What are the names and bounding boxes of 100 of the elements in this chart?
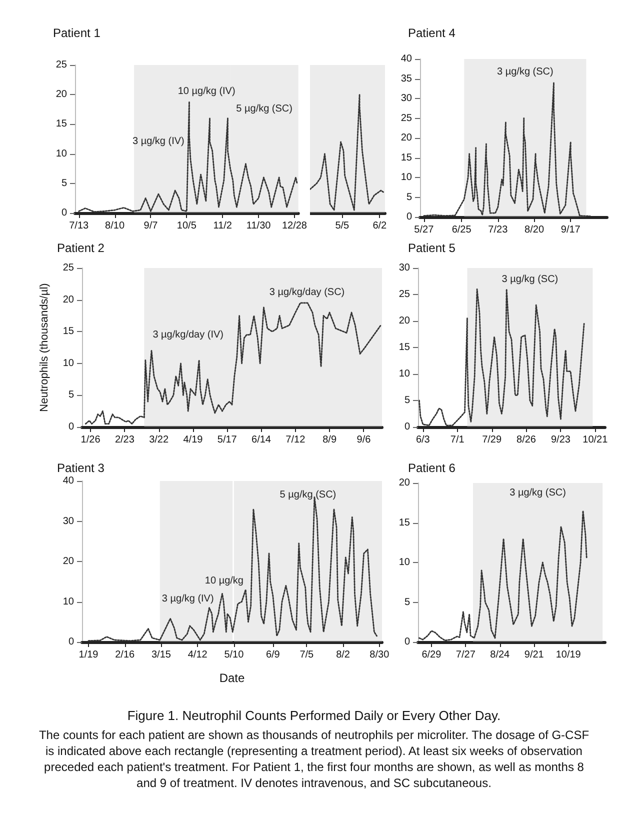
x-axis-title: Date bbox=[219, 671, 245, 685]
y-tick-label: 5 bbox=[61, 178, 68, 189]
line-series bbox=[418, 510, 588, 642]
x-tick-label: 8/20 bbox=[524, 224, 544, 236]
text: The counts for each patient are shown as thousands of neutrophils per microliter. The dosage of G-CSF is indicated above each rectangle (representing a treatment period). At least six weeks of observation preceded each patient's treatment. For Patient 1, the first four months are shown, as well as months 8 and 9 of treatment. IV denotes intravenous, and SC subcutaneous. bbox=[38, 727, 590, 791]
y-tick-label: 30 bbox=[62, 516, 74, 527]
x-tick-label: 9/23 bbox=[550, 434, 571, 446]
x-tick-label: 10/21 bbox=[582, 434, 608, 446]
x-tick-label: 4/19 bbox=[183, 434, 204, 446]
y-tick-label: 25 bbox=[398, 289, 410, 300]
band-label: 3 µg/kg/day (IV) bbox=[152, 330, 224, 341]
y-tick-label: 20 bbox=[398, 478, 410, 488]
band-label: 5 µg/kg (SC) bbox=[280, 490, 336, 501]
y-tick-label: 10 bbox=[56, 148, 68, 160]
y-tick-label: 25 bbox=[400, 112, 412, 124]
y-tick-label: 25 bbox=[56, 60, 68, 70]
y-tick-label: 20 bbox=[398, 316, 410, 326]
y-tick-label: 10 bbox=[400, 172, 412, 183]
x-tick-label: 10/19 bbox=[556, 650, 582, 660]
y-tick-label: 20 bbox=[62, 556, 74, 567]
band-label: 3 µg/kg (SC) bbox=[510, 488, 566, 498]
x-tick-label: 3/22 bbox=[149, 434, 169, 446]
x-tick-label: 7/1 bbox=[450, 434, 465, 446]
chart-title: Patient 4 bbox=[408, 26, 456, 40]
y-tick-label: 20 bbox=[56, 89, 68, 100]
chart-title: Patient 5 bbox=[408, 241, 456, 255]
y-tick-label: 30 bbox=[400, 93, 412, 104]
y-tick-label: 35 bbox=[400, 73, 412, 84]
x-tick-label: 3/15 bbox=[151, 650, 172, 660]
x-tick-label: 7/23 bbox=[488, 224, 508, 236]
x-tick-label: 5/17 bbox=[217, 434, 238, 446]
x-tick-label: 7/5 bbox=[300, 650, 314, 660]
chart-title: Patient 1 bbox=[53, 26, 101, 40]
y-tick-label: 25 bbox=[62, 262, 74, 274]
x-tick-label: 8/2 bbox=[336, 650, 350, 660]
y-tick-label: 0 bbox=[68, 636, 74, 648]
x-tick-label: 5/10 bbox=[224, 650, 244, 660]
y-tick-label: 30 bbox=[398, 262, 410, 274]
y-tick-label: 15 bbox=[56, 118, 68, 130]
band-label: 3 µg/kg (IV) bbox=[162, 593, 214, 604]
y-tick-label: 10 bbox=[398, 557, 410, 568]
y-tick-label: 20 bbox=[400, 132, 412, 144]
y-tick-label: 15 bbox=[398, 517, 410, 528]
y-tick-label: 5 bbox=[68, 390, 74, 401]
line-series bbox=[418, 288, 585, 426]
line-series bbox=[423, 82, 591, 217]
band-label: 3 µg/kg/day (SC) bbox=[269, 286, 345, 298]
x-tick-label: 6/9 bbox=[266, 650, 280, 660]
x-tick-label: 11/2 bbox=[213, 220, 232, 232]
x-tick-label: 9/7 bbox=[144, 220, 158, 232]
x-tick-label: 8/26 bbox=[516, 434, 536, 446]
x-tick-label: 8/24 bbox=[490, 650, 510, 660]
y-tick-label: 0 bbox=[68, 422, 74, 432]
x-tick-label: 10/5 bbox=[176, 220, 197, 232]
band-label: 10 µg/kg (IV) bbox=[178, 86, 236, 97]
x-tick-label: 6/25 bbox=[452, 224, 472, 236]
x-tick-label: 8/30 bbox=[370, 650, 390, 660]
x-tick-label: 1/26 bbox=[80, 434, 101, 446]
band-label: 3 µg/kg (IV) bbox=[132, 136, 184, 148]
y-tick-label: 40 bbox=[62, 476, 74, 486]
x-tick-label: 7/27 bbox=[456, 650, 476, 660]
y-axis-title: Neutrophils (thousands/µl) bbox=[38, 283, 50, 412]
x-tick-label: 2/16 bbox=[115, 650, 136, 660]
x-tick-label: 6/2 bbox=[372, 220, 388, 232]
y-tick-label: 0 bbox=[404, 636, 410, 648]
band-label: 10 µg/kg bbox=[204, 576, 244, 587]
x-tick-label: 9/21 bbox=[524, 650, 544, 660]
x-tick-label: 11/30 bbox=[246, 220, 272, 232]
y-tick-label: 5 bbox=[404, 395, 410, 406]
x-tick-label: 6/14 bbox=[252, 434, 272, 446]
y-tick-label: 10 bbox=[62, 596, 74, 608]
y-tick-label: 0 bbox=[406, 212, 412, 222]
y-tick-label: 0 bbox=[404, 422, 410, 432]
band-label: 3 µg/kg (SC) bbox=[502, 274, 558, 286]
x-tick-label: 1/19 bbox=[78, 650, 99, 660]
x-tick-label: 8/10 bbox=[105, 220, 125, 232]
x-tick-label: 9/6 bbox=[356, 434, 372, 446]
x-tick-label: 7/13 bbox=[69, 220, 90, 232]
y-tick-label: 5 bbox=[404, 596, 410, 608]
line-series bbox=[84, 302, 382, 425]
chart-title: Patient 2 bbox=[57, 241, 105, 255]
x-tick-label: 2/23 bbox=[114, 434, 135, 446]
chart-title: Patient 3 bbox=[57, 461, 105, 475]
y-tick-label: 20 bbox=[62, 294, 74, 306]
x-tick-label: 7/12 bbox=[286, 434, 306, 446]
x-tick-label: 9/17 bbox=[560, 224, 581, 236]
band-label: 3 µg/kg (SC) bbox=[497, 66, 554, 78]
x-tick-label: 5/5 bbox=[335, 220, 350, 232]
y-tick-label: 15 bbox=[400, 152, 412, 164]
x-tick-label: 8/9 bbox=[322, 434, 337, 446]
y-tick-label: 0 bbox=[61, 208, 68, 218]
text: Figure 1. Neutrophil Counts Performed Daily or Every Other Day. bbox=[126, 708, 502, 723]
x-tick-label: 4/12 bbox=[188, 650, 208, 660]
line-series bbox=[78, 101, 298, 213]
y-tick-label: 10 bbox=[62, 358, 74, 369]
x-tick-label: 12/28 bbox=[282, 220, 308, 232]
y-tick-label: 5 bbox=[406, 192, 412, 203]
y-tick-label: 15 bbox=[398, 342, 410, 353]
band-label: 5 µg/kg (SC) bbox=[236, 104, 292, 115]
y-tick-label: 40 bbox=[400, 54, 412, 64]
